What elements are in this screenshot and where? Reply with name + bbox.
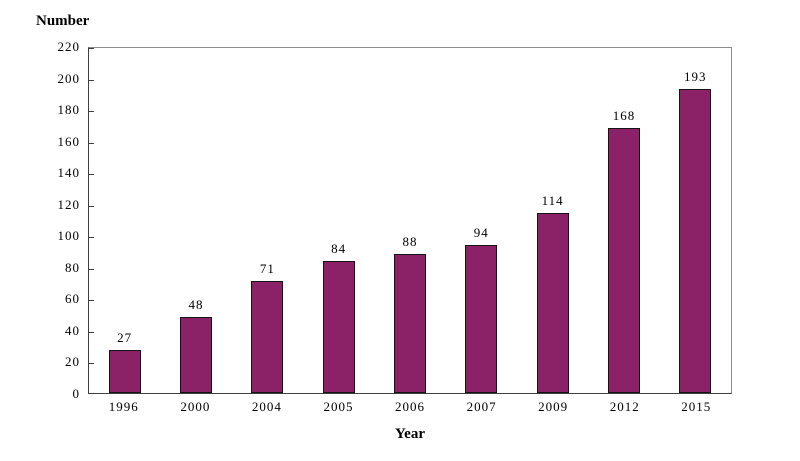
bar-slot-2009: 114	[517, 48, 588, 393]
y-tick-mark	[89, 205, 94, 207]
y-tick-label: 60	[65, 291, 80, 307]
x-axis-tick-labels: 1996 2000 2004 2005 2006 2007 2009 2012 2015	[88, 399, 732, 415]
bar-value-label: 71	[259, 261, 275, 277]
bar-2004	[251, 281, 284, 393]
y-tick-mark	[89, 300, 94, 302]
plot-area: 27 48 71 84 88 94 114 168 193	[88, 47, 732, 394]
bar-value-label: 84	[331, 240, 347, 256]
y-tick-mark	[89, 48, 94, 49]
bar-slot-2005: 84	[303, 48, 374, 393]
bar-2007	[465, 244, 498, 393]
y-tick-label: 120	[57, 196, 80, 212]
x-tick-label: 2015	[681, 399, 712, 414]
y-tick-mark	[89, 142, 94, 144]
y-tick-label: 220	[57, 39, 80, 54]
y-tick-label: 180	[57, 102, 80, 118]
y-tick-mark	[89, 268, 94, 270]
y-tick-mark	[89, 174, 94, 176]
x-tick-label: 1996	[108, 399, 139, 414]
y-tick-mark	[89, 237, 94, 239]
bar-value-label: 88	[402, 234, 418, 250]
bar-value-label: 168	[612, 108, 636, 124]
bar-slot-2006: 88	[374, 48, 445, 393]
y-tick-label: 20	[65, 354, 80, 370]
bar-value-label: 193	[684, 68, 707, 84]
bar-2006	[393, 254, 426, 393]
y-tick-label: 100	[57, 228, 80, 244]
y-tick-mark	[89, 79, 94, 81]
bar-slot-2015: 193	[660, 48, 731, 393]
bar-value-label: 114	[541, 193, 564, 209]
x-tick-label: 2004	[251, 399, 282, 414]
bar-2005	[322, 260, 355, 393]
x-tick-label: 2000	[180, 399, 211, 414]
x-tick-label: 2009	[538, 399, 569, 414]
bar-value-label: 48	[188, 297, 204, 313]
bar-slot-2007: 94	[446, 48, 517, 393]
y-tick-mark	[89, 111, 94, 113]
bar-series: 27 48 71 84 88 94 114 168 193	[89, 48, 731, 393]
x-tick-label: 2007	[466, 399, 497, 414]
x-axis-title: Year	[395, 426, 425, 442]
x-tick-label: 2005	[323, 399, 354, 414]
bar-slot-1996: 27	[89, 48, 160, 393]
y-tick-mark	[89, 331, 94, 333]
bar-2009	[536, 213, 569, 393]
y-tick-label: 40	[65, 322, 80, 338]
bar-value-label: 94	[473, 224, 489, 240]
y-tick-label: 160	[57, 133, 80, 149]
bar-slot-2004: 71	[232, 48, 303, 393]
y-tick-label: 140	[57, 165, 80, 181]
bar-2012	[607, 128, 640, 393]
bar-slot-2012: 168	[588, 48, 659, 393]
y-tick-mark	[89, 363, 94, 365]
y-tick-label: 0	[72, 386, 80, 401]
bar-slot-2000: 48	[160, 48, 231, 393]
bar-2015	[679, 88, 712, 393]
bar-2000	[179, 317, 212, 393]
x-tick-label: 2006	[395, 399, 426, 414]
bar-1996	[108, 350, 141, 393]
y-tick-label: 200	[57, 70, 80, 86]
x-tick-label: 2012	[609, 399, 640, 414]
y-axis-title: Number	[36, 13, 90, 29]
y-tick-label: 80	[65, 259, 80, 275]
bar-value-label: 27	[117, 330, 133, 346]
